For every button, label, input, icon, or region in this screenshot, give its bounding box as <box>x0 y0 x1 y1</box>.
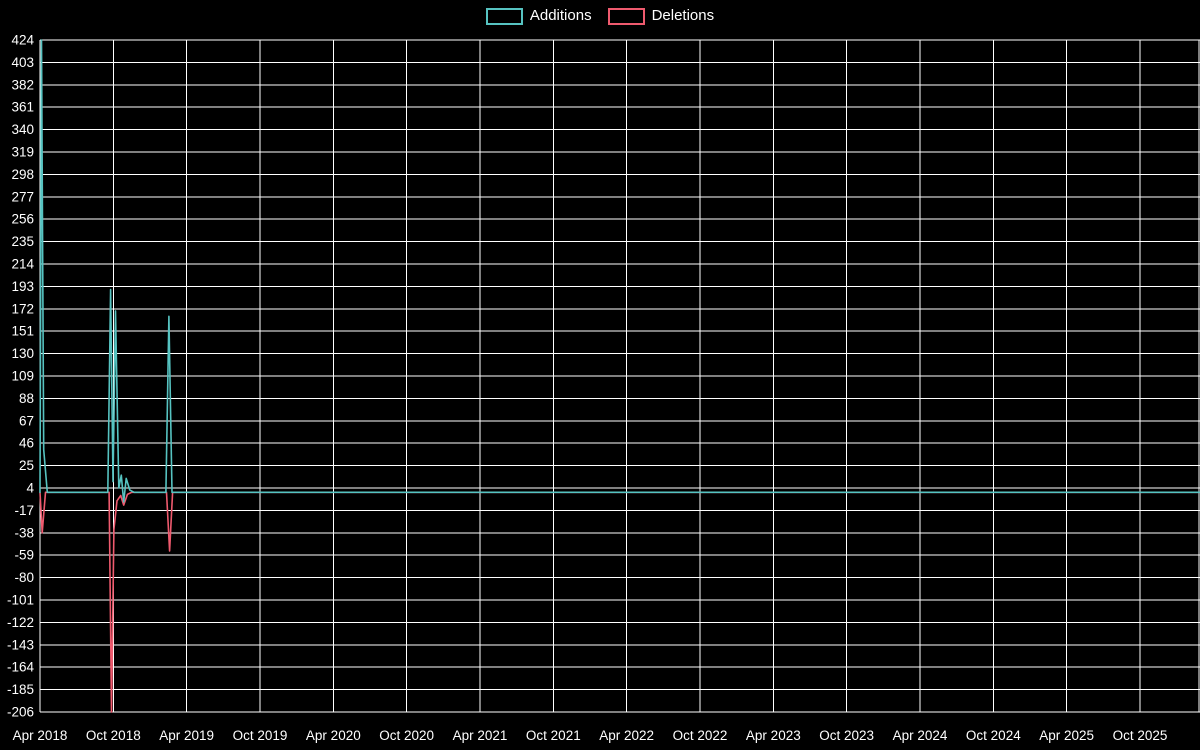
y-tick-label: -17 <box>14 503 34 518</box>
y-tick-label: 403 <box>11 55 34 70</box>
y-tick-label: 88 <box>19 391 34 406</box>
y-tick-label: 46 <box>19 436 34 451</box>
x-tick-label: Apr 2020 <box>306 728 361 743</box>
legend-label-additions: Additions <box>529 7 592 24</box>
additions-swatch-icon <box>485 7 523 25</box>
legend-label-deletions: Deletions <box>651 7 715 24</box>
y-tick-label: 382 <box>11 77 34 92</box>
x-tick-label: Oct 2023 <box>819 728 874 743</box>
x-tick-label: Oct 2022 <box>673 728 728 743</box>
x-tick-label: Apr 2022 <box>599 728 654 743</box>
y-tick-label: 235 <box>11 234 34 249</box>
y-tick-label: 214 <box>11 257 34 272</box>
y-tick-label: -185 <box>7 682 34 697</box>
y-tick-label: 109 <box>11 369 34 384</box>
x-tick-label: Apr 2019 <box>159 728 214 743</box>
y-tick-label: 277 <box>11 189 34 204</box>
y-tick-label: 25 <box>19 458 34 473</box>
x-tick-label: Oct 2020 <box>379 728 434 743</box>
y-tick-label: -164 <box>7 660 35 675</box>
x-tick-label: Apr 2021 <box>453 728 508 743</box>
y-tick-label: 4 <box>26 481 34 496</box>
chart-legend: Additions Deletions <box>0 7 1200 25</box>
y-tick-label: -38 <box>14 525 34 540</box>
y-tick-label: 361 <box>11 100 34 115</box>
legend-item-deletions[interactable]: Deletions <box>607 7 715 25</box>
y-tick-label: 424 <box>11 33 34 48</box>
deletions-swatch-icon <box>607 7 645 25</box>
y-tick-label: 298 <box>11 167 34 182</box>
x-tick-label: Oct 2018 <box>86 728 141 743</box>
y-tick-label: 151 <box>11 324 34 339</box>
x-tick-label: Oct 2019 <box>233 728 288 743</box>
y-tick-label: -206 <box>7 705 34 720</box>
y-tick-label: 172 <box>11 301 34 316</box>
y-tick-label: 319 <box>11 145 34 160</box>
y-tick-label: 130 <box>11 346 34 361</box>
x-tick-label: Apr 2024 <box>893 728 948 743</box>
y-tick-label: -59 <box>14 548 34 563</box>
x-tick-label: Oct 2021 <box>526 728 581 743</box>
y-tick-label: 67 <box>19 413 34 428</box>
legend-item-additions[interactable]: Additions <box>485 7 592 25</box>
y-tick-label: -101 <box>7 593 34 608</box>
x-tick-label: Oct 2024 <box>966 728 1021 743</box>
x-tick-label: Apr 2023 <box>746 728 801 743</box>
y-tick-label: 256 <box>11 212 34 227</box>
y-tick-label: 340 <box>11 122 34 137</box>
x-tick-label: Apr 2018 <box>13 728 68 743</box>
y-tick-label: -143 <box>7 637 34 652</box>
deletions-series-line <box>39 491 1200 713</box>
y-tick-label: 193 <box>11 279 34 294</box>
y-tick-label: -80 <box>14 570 34 585</box>
additions-series-line <box>39 39 1200 503</box>
y-tick-label: -122 <box>7 615 34 630</box>
x-tick-label: Oct 2025 <box>1113 728 1168 743</box>
x-tick-label: Apr 2025 <box>1039 728 1094 743</box>
